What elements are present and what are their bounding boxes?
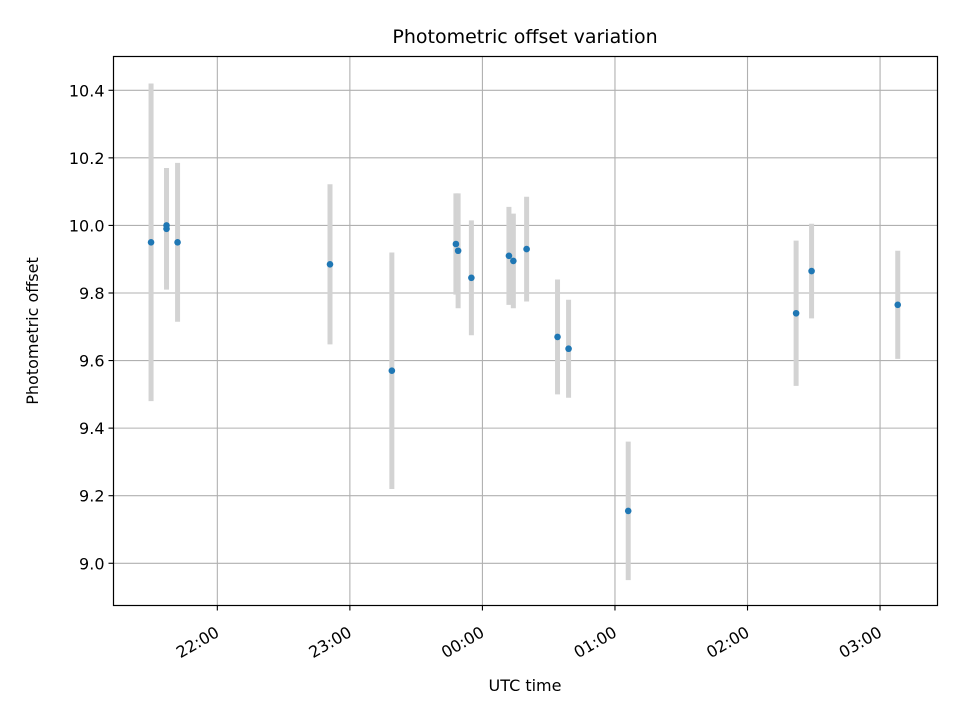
y-tick-label: 9.4 xyxy=(79,419,104,438)
y-tick-label: 9.6 xyxy=(79,352,104,371)
y-tick-label: 10.4 xyxy=(69,81,105,100)
data-point xyxy=(510,257,517,265)
data-point xyxy=(454,247,462,255)
data-point xyxy=(388,367,396,374)
y-axis-label: Photometric offset xyxy=(23,257,42,405)
data-point xyxy=(452,240,460,248)
y-tick-label: 10.2 xyxy=(69,149,105,168)
y-tick-label: 10.0 xyxy=(69,216,105,235)
y-axis-ticks: 9.0 9.2 9.4 9.6 9.8 10.0 10.2 10.4 xyxy=(69,81,114,573)
x-axis-label: UTC time xyxy=(489,676,562,695)
grid xyxy=(113,56,938,606)
data-point xyxy=(174,239,181,246)
data-point xyxy=(554,333,561,341)
data-point xyxy=(147,239,155,246)
data-point xyxy=(163,222,170,229)
y-tick-label: 9.8 xyxy=(79,284,104,303)
y-tick-label: 9.2 xyxy=(79,487,104,506)
data-point xyxy=(808,267,815,275)
plot-frame xyxy=(112,55,939,607)
data-point xyxy=(505,252,513,260)
data-point xyxy=(523,245,530,253)
chart-title: Photometric offset variation xyxy=(392,26,657,48)
data-point xyxy=(468,274,475,282)
y-tick-label: 9.0 xyxy=(79,554,104,573)
data-point xyxy=(565,345,572,353)
data-points xyxy=(147,222,902,515)
data-point xyxy=(326,260,334,268)
data-point xyxy=(792,309,800,317)
data-point xyxy=(894,301,902,309)
data-point xyxy=(624,507,632,515)
